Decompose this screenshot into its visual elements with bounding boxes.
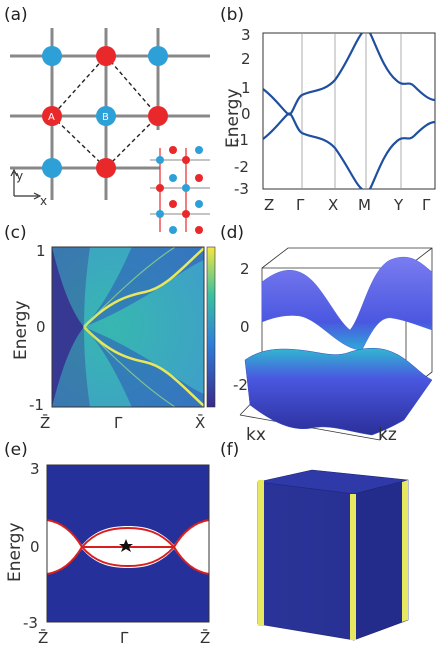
tick-label: 0 xyxy=(30,538,40,556)
tick-label: Z̄ xyxy=(200,628,210,647)
site-blue xyxy=(42,46,62,66)
panel-c: (c) 1 0 -1 Energy Z̄ Γ̄ X̄ xyxy=(4,223,216,432)
panel-a: (a) A B xyxy=(4,5,210,234)
site-blue xyxy=(148,46,168,66)
chart-e-yticks: 3 0 -3 xyxy=(23,460,40,632)
tick-label: -2 xyxy=(234,158,249,176)
cube-front-face xyxy=(257,481,355,641)
lattice-inset-3d xyxy=(150,146,210,234)
tick-label: Z̄ xyxy=(40,413,50,432)
chart-e-frame xyxy=(46,464,210,623)
chart-b-ylabel: Energy xyxy=(223,88,243,148)
chart-c-colorbar xyxy=(206,246,216,408)
hinge-state-left xyxy=(258,480,264,626)
band-upper-right xyxy=(369,33,436,102)
tick-label: 1 xyxy=(36,242,46,260)
tick-label: 3 xyxy=(30,460,40,478)
tick-label: Γ̄ xyxy=(114,414,123,432)
tick-label: Γ̄ xyxy=(120,629,129,647)
tick-label: -1 xyxy=(29,396,44,414)
site-a-label: A xyxy=(48,112,55,123)
chart-e-xticks: Z̄ Γ̄ Z̄ xyxy=(38,628,210,647)
chart-d-zticks: 2 0 -2 xyxy=(233,260,250,394)
tick-label: Y xyxy=(393,196,404,214)
tick-label: X̄ xyxy=(195,413,205,432)
tick-label: Γ xyxy=(422,196,431,214)
site-a xyxy=(42,106,62,126)
chart-b-bands xyxy=(263,33,436,189)
site-b-label: B xyxy=(102,112,109,123)
chart-c-yticks: 1 0 -1 xyxy=(29,242,46,414)
tick-label: -3 xyxy=(234,180,249,198)
chart-b-xticks: Z Γ X M Y Γ xyxy=(264,196,431,214)
chart-c-xticks: Z̄ Γ̄ X̄ xyxy=(40,413,205,432)
site-red xyxy=(148,106,168,126)
surface-lower-band xyxy=(244,348,433,436)
panel-e-label: (e) xyxy=(4,440,28,460)
hinge-state-right xyxy=(402,480,408,622)
lattice-sites xyxy=(42,46,168,178)
tick-label: M xyxy=(358,196,371,214)
tick-label: 2 xyxy=(241,50,251,68)
panel-b-label: (b) xyxy=(220,5,244,25)
panel-f: (f) xyxy=(220,440,409,641)
surface-upper-band xyxy=(261,256,433,351)
tick-label: X xyxy=(328,196,338,214)
chart-d-ylabel: kz xyxy=(378,425,397,445)
chart-b-symmetry-lines xyxy=(301,33,402,189)
tick-label: 0 xyxy=(240,318,250,336)
axes-indicator xyxy=(10,168,42,200)
panel-a-label: (a) xyxy=(4,5,28,25)
band-lower-right xyxy=(369,120,436,189)
chart-c-heatmap xyxy=(52,247,204,407)
band-upper xyxy=(263,33,363,116)
chart-c-frame xyxy=(51,246,205,408)
panel-f-label: (f) xyxy=(220,440,239,460)
tick-label: Z̄ xyxy=(38,628,48,647)
cube-side-face xyxy=(353,479,409,641)
tick-label: Z xyxy=(264,196,274,214)
tick-label: 0 xyxy=(36,318,46,336)
tick-label: Γ xyxy=(296,196,305,214)
chart-b-yticks: 3 2 1 0 -1 -2 -3 xyxy=(234,26,251,198)
tick-label: 1 xyxy=(241,79,251,97)
site-b xyxy=(96,106,116,126)
tick-label: 3 xyxy=(241,26,251,44)
star-marker xyxy=(119,539,133,552)
chart-b-frame xyxy=(262,32,436,190)
axis-y-label: y xyxy=(16,169,23,183)
axis-x-label: x xyxy=(40,194,47,208)
chart-c-ylabel: Energy xyxy=(11,300,31,360)
site-red xyxy=(96,158,116,178)
tick-label: 2 xyxy=(240,260,250,278)
panel-e: (e) 3 0 -3 Energy Z̄ Γ̄ Z̄ xyxy=(4,440,210,647)
panel-b: (b) 3 2 1 0 -1 -2 -3 Energy Z Γ X xyxy=(220,5,436,214)
panel-c-label: (c) xyxy=(4,223,27,243)
panel-d: (d) 2 0 -2 kx kz xyxy=(220,223,433,445)
tick-label: -3 xyxy=(23,614,38,632)
tick-label: -1 xyxy=(234,131,249,149)
unit-cell-dashed xyxy=(51,54,159,169)
panel-d-label: (d) xyxy=(220,223,244,243)
tick-label: -2 xyxy=(233,376,248,394)
hinge-state-front xyxy=(350,494,356,640)
site-blue xyxy=(42,158,62,178)
band-lower xyxy=(263,112,363,189)
chart-e-ylabel: Energy xyxy=(5,522,25,582)
chart-d-xlabel: kx xyxy=(246,425,266,445)
tick-label: 0 xyxy=(241,105,251,123)
site-red xyxy=(96,46,116,66)
